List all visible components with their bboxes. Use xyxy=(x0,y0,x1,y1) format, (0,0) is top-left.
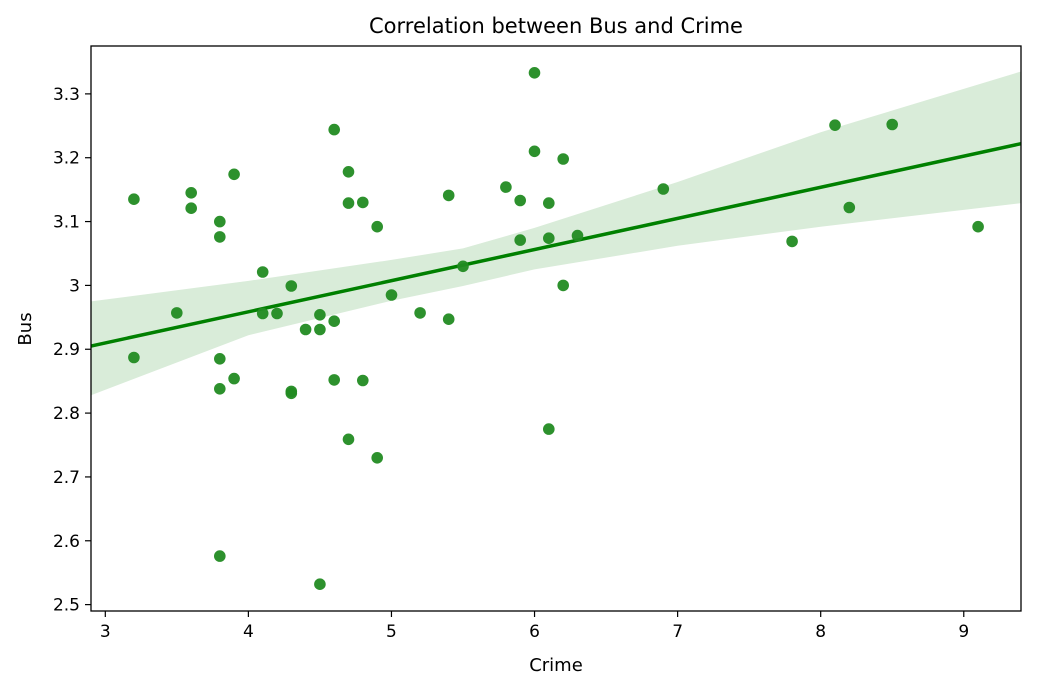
data-point xyxy=(829,119,841,131)
data-point xyxy=(442,313,455,326)
data-point xyxy=(371,220,384,233)
chart-title: Correlation between Bus and Crime xyxy=(369,14,743,38)
x-axis-ticks: 3 4 5 6 7 8 9 xyxy=(100,611,969,642)
data-point xyxy=(514,234,526,246)
x-tick-label: 4 xyxy=(243,622,254,642)
data-point xyxy=(371,452,384,464)
x-tick-label: 6 xyxy=(529,622,540,642)
data-point xyxy=(543,232,555,244)
data-point xyxy=(128,351,140,364)
data-point xyxy=(214,353,226,365)
data-point xyxy=(314,309,326,321)
regression-line-layer xyxy=(90,141,1022,348)
data-point xyxy=(299,323,312,336)
regression-line xyxy=(90,141,1022,348)
data-point xyxy=(328,374,341,386)
data-point xyxy=(314,323,326,336)
data-point xyxy=(228,372,240,385)
x-axis-label: Crime xyxy=(529,655,583,676)
data-point xyxy=(214,383,226,395)
data-point xyxy=(843,201,856,214)
data-point xyxy=(514,194,526,207)
data-point xyxy=(185,202,197,214)
data-points-layer xyxy=(128,67,984,590)
data-point xyxy=(528,145,541,158)
data-point xyxy=(528,67,541,79)
data-point xyxy=(571,229,584,242)
y-axis-label: Bus xyxy=(15,312,36,345)
data-point xyxy=(972,220,984,233)
data-point xyxy=(214,215,226,228)
x-tick-label: 3 xyxy=(100,622,111,642)
data-point xyxy=(457,260,469,273)
data-point xyxy=(886,118,898,131)
data-point xyxy=(342,166,355,178)
y-tick-label: 3.1 xyxy=(53,213,80,233)
y-tick-label: 2.5 xyxy=(53,596,80,616)
data-point xyxy=(357,196,369,209)
data-point xyxy=(214,550,226,562)
y-tick-label: 3.3 xyxy=(53,85,80,105)
data-point xyxy=(228,168,240,181)
data-point xyxy=(786,235,798,248)
data-point xyxy=(185,187,197,199)
plot-frame xyxy=(90,45,1022,612)
y-axis-ticks: 2.5 2.6 2.7 2.8 2.9 3 3.1 3.2 3.3 xyxy=(53,85,91,616)
x-tick-label: 5 xyxy=(386,622,397,642)
data-point xyxy=(271,307,283,320)
data-point xyxy=(328,123,341,136)
data-point xyxy=(256,266,269,278)
data-point xyxy=(500,181,512,193)
data-point xyxy=(128,193,140,205)
x-tick-label: 8 xyxy=(815,622,826,642)
data-point xyxy=(285,387,298,400)
data-point xyxy=(414,307,426,319)
data-point xyxy=(557,153,569,165)
data-point xyxy=(314,578,326,590)
data-point xyxy=(342,197,355,209)
x-tick-label: 9 xyxy=(958,622,969,642)
data-point xyxy=(342,433,355,446)
data-point xyxy=(171,307,183,319)
data-point xyxy=(557,279,569,292)
y-tick-label: 2.9 xyxy=(53,340,80,360)
y-tick-label: 2.7 xyxy=(53,468,80,488)
data-point xyxy=(357,374,369,387)
data-point xyxy=(256,307,269,320)
data-point xyxy=(328,315,341,328)
y-tick-label: 3 xyxy=(69,276,80,296)
y-tick-label: 3.2 xyxy=(53,149,80,169)
data-point xyxy=(285,280,298,292)
data-point xyxy=(214,231,226,243)
y-tick-label: 2.8 xyxy=(53,404,80,424)
data-point xyxy=(543,423,555,435)
x-tick-label: 7 xyxy=(672,622,683,642)
data-point xyxy=(385,289,398,301)
data-point xyxy=(543,197,555,209)
data-point xyxy=(657,183,670,195)
y-tick-label: 2.6 xyxy=(53,532,80,552)
data-point xyxy=(442,189,455,202)
